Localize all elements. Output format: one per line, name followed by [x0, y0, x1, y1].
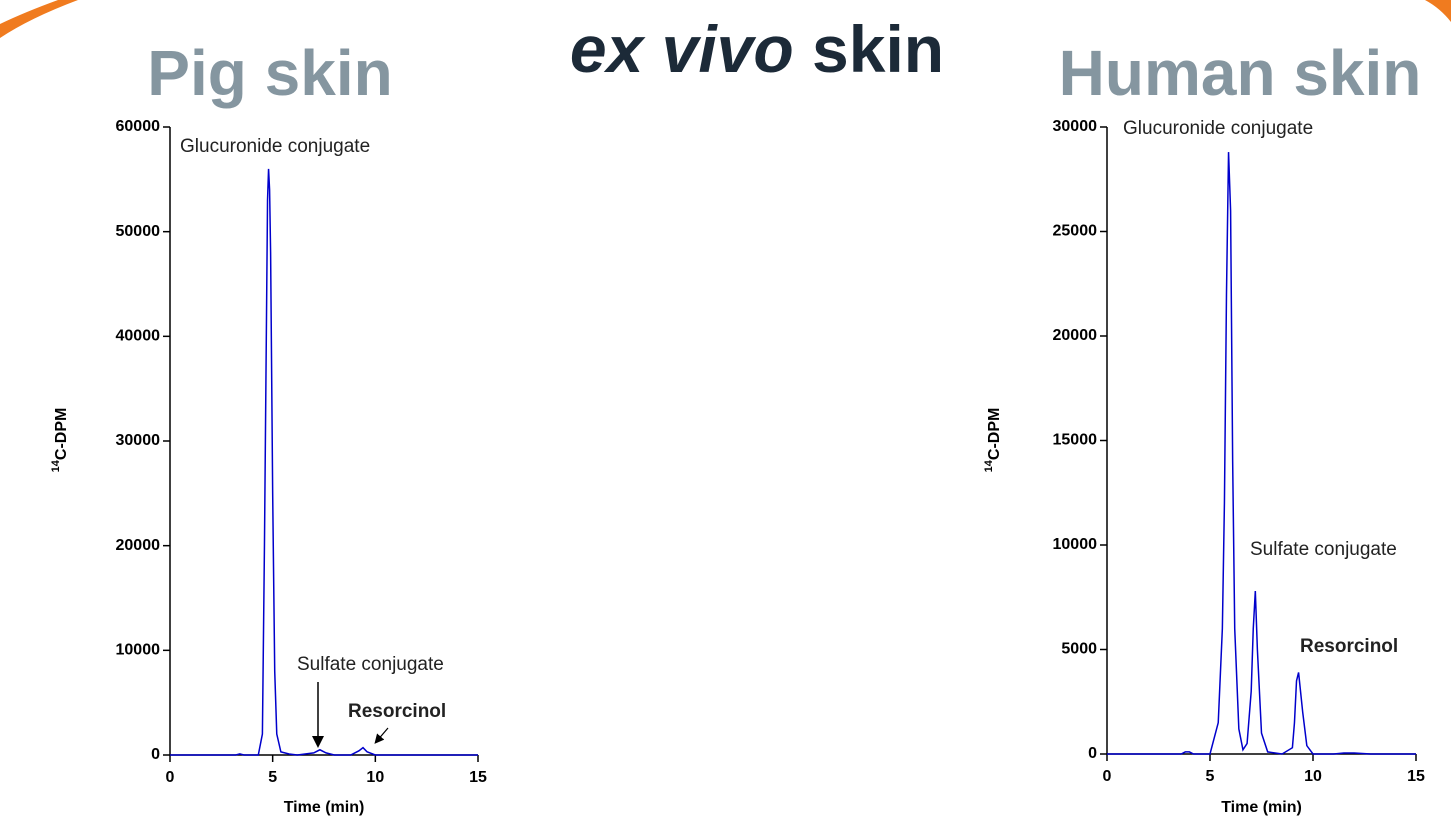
y-tick-label: 0: [151, 746, 160, 763]
title-italic: ex vivo: [570, 12, 794, 86]
data-line: [170, 168, 478, 756]
y-tick-label: 10000: [1053, 536, 1098, 553]
y-tick-label: 20000: [1053, 327, 1098, 344]
slide-title: ex vivo skin: [570, 12, 944, 86]
y-tick-label: 30000: [116, 432, 161, 449]
y-label-superscript: 14: [50, 459, 62, 472]
x-tick-label: 15: [469, 769, 487, 786]
x-tick-label: 0: [1103, 768, 1112, 785]
y-tick-label: 60000: [116, 118, 161, 135]
y-tick-label: 50000: [116, 223, 161, 240]
y-tick-label: 5000: [1061, 641, 1097, 658]
title-plain: skin: [812, 12, 944, 86]
arrow: [374, 727, 389, 744]
y-tick-label: 10000: [116, 642, 161, 659]
y-tick-label: 30000: [1053, 118, 1098, 135]
x-tick-label: 15: [1407, 768, 1425, 785]
y-tick-label: 15000: [1053, 432, 1098, 449]
corner-decoration: [0, 0, 78, 38]
y-axis-label: 14C-DPM: [50, 408, 70, 473]
x-tick-label: 0: [166, 769, 175, 786]
y-tick-label: 20000: [116, 537, 161, 554]
annotation: Resorcinol: [348, 701, 446, 722]
x-axis-label: Time (min): [1221, 799, 1302, 816]
annotation: Resorcinol: [1300, 636, 1398, 657]
x-axis-label: Time (min): [284, 799, 365, 816]
x-tick-label: 5: [1206, 768, 1215, 785]
x-tick-label: 10: [1304, 768, 1322, 785]
y-label-text: C-DPM: [986, 408, 1003, 460]
y-label-superscript: 14: [983, 459, 995, 472]
y-tick-label: 0: [1088, 745, 1097, 762]
y-axis-label: 14C-DPM: [983, 408, 1003, 473]
annotation: Sulfate conjugate: [1250, 539, 1397, 560]
x-tick-label: 5: [268, 769, 277, 786]
chart-title: Human skin: [1059, 37, 1422, 109]
y-tick-label: 25000: [1053, 223, 1098, 240]
corner-decoration: [1425, 0, 1451, 22]
x-tick-label: 10: [366, 769, 384, 786]
chart-title: Pig skin: [147, 37, 392, 109]
y-label-text: C-DPM: [53, 408, 70, 460]
data-line: [1107, 152, 1416, 755]
annotation: Glucuronide conjugate: [180, 136, 370, 157]
y-tick-label: 40000: [116, 328, 161, 345]
annotation: Glucuronide conjugate: [1123, 118, 1313, 139]
annotation: Sulfate conjugate: [297, 654, 444, 675]
